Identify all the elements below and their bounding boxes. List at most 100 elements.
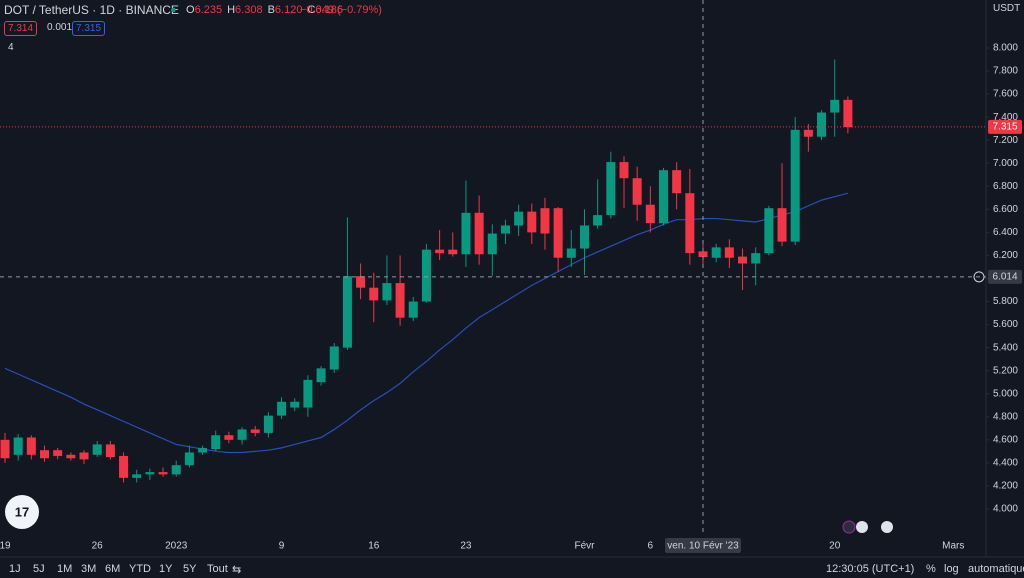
candle-body bbox=[250, 429, 260, 433]
candle-body bbox=[724, 247, 734, 258]
indicator-count[interactable]: 4 bbox=[8, 42, 14, 53]
candle-body bbox=[79, 452, 89, 460]
log-toggle[interactable]: log bbox=[944, 563, 959, 575]
y-tick-label: 6.400 bbox=[993, 227, 1018, 238]
auto-toggle[interactable]: automatique bbox=[968, 563, 1024, 575]
currency[interactable]: USDT bbox=[993, 3, 1021, 14]
y-tick-label: 7.400 bbox=[993, 112, 1018, 123]
candle-body bbox=[672, 170, 682, 194]
x-tick-label: 16 bbox=[368, 541, 380, 552]
candle-body bbox=[356, 276, 366, 288]
candle-body bbox=[461, 212, 471, 255]
y-tick-label: 5.600 bbox=[993, 319, 1018, 330]
candle-body bbox=[421, 249, 431, 302]
symbol[interactable]: DOT / TetherUS · 1D · BINANCE bbox=[4, 3, 179, 17]
candle-body bbox=[514, 211, 524, 226]
candle-body bbox=[685, 193, 695, 254]
status-dot: ● bbox=[170, 4, 177, 16]
candle-body bbox=[158, 472, 168, 475]
candle-body bbox=[0, 439, 10, 459]
candle-body bbox=[619, 162, 629, 179]
x-tick-label: 2023 bbox=[165, 541, 188, 552]
y-tick-label: 6.200 bbox=[993, 250, 1018, 261]
candle-body bbox=[843, 99, 853, 128]
ohlc-value: 6.120 bbox=[274, 4, 303, 16]
candle-body bbox=[553, 208, 563, 258]
candle-body bbox=[145, 472, 155, 475]
x-tick-label: 26 bbox=[92, 541, 104, 552]
candle-body bbox=[369, 287, 379, 301]
candle-body bbox=[13, 437, 23, 455]
candle-body bbox=[790, 129, 800, 242]
y-tick-label: 4.000 bbox=[993, 504, 1018, 515]
range-button[interactable]: 1M bbox=[57, 563, 73, 575]
candle-body bbox=[263, 415, 273, 433]
date-range-icon[interactable]: ⇆ bbox=[232, 564, 242, 576]
ohlc-legend: O6.235 H6.308 B6.120 C6.186 bbox=[186, 4, 348, 16]
y-tick-label: 4.200 bbox=[993, 481, 1018, 492]
x-tick-label: Févr bbox=[574, 541, 595, 552]
ohlc-value: 6.308 bbox=[235, 4, 263, 16]
candle-body bbox=[224, 435, 234, 440]
range-button[interactable]: 6M bbox=[105, 563, 121, 575]
candle-body bbox=[487, 233, 497, 255]
spread: 0.001 bbox=[47, 22, 73, 33]
candle-body bbox=[132, 474, 142, 478]
y-tick-label: 6.800 bbox=[993, 181, 1018, 192]
x-tick-label: Mars bbox=[942, 541, 964, 552]
range-button[interactable]: YTD bbox=[129, 563, 151, 575]
candle-body bbox=[540, 208, 550, 234]
candle-body bbox=[92, 444, 102, 455]
x-tick-label: 6 bbox=[648, 541, 654, 552]
candle-body bbox=[435, 249, 445, 254]
percent-toggle[interactable]: % bbox=[926, 563, 936, 575]
crosshair-price-label: 6.014 bbox=[992, 272, 1017, 283]
range-button[interactable]: 5Y bbox=[183, 563, 197, 575]
candle-body bbox=[830, 99, 840, 113]
candle-body bbox=[751, 253, 761, 264]
ohlc-key: H bbox=[227, 4, 236, 16]
bid[interactable]: 7.314 bbox=[4, 21, 38, 36]
ask[interactable]: 7.315 bbox=[72, 21, 106, 36]
candle-body bbox=[290, 401, 300, 408]
candle-body bbox=[738, 256, 748, 264]
event-icons bbox=[842, 520, 893, 534]
ohlc-key: O bbox=[186, 4, 195, 16]
range-button[interactable]: 1Y bbox=[159, 563, 173, 575]
candle-body bbox=[171, 465, 181, 475]
clock: 12:30:05 (UTC+1) bbox=[826, 563, 915, 575]
ohlc-key: B bbox=[267, 4, 275, 16]
ohlc-key: C bbox=[307, 4, 316, 16]
y-tick-label: 6.600 bbox=[993, 204, 1018, 215]
ohlc-value: 6.186 bbox=[315, 4, 343, 16]
range-button[interactable]: 5J bbox=[33, 563, 45, 575]
candle-body bbox=[105, 444, 115, 458]
y-tick-label: 4.800 bbox=[993, 411, 1018, 422]
y-tick-label: 4.400 bbox=[993, 458, 1018, 469]
candle-body bbox=[474, 212, 484, 255]
candle-body bbox=[237, 429, 247, 440]
candle-body bbox=[40, 450, 50, 459]
y-tick-label: 5.400 bbox=[993, 342, 1018, 353]
candle-body bbox=[184, 452, 194, 466]
range-button[interactable]: 1J bbox=[9, 563, 21, 575]
x-tick-label: 19 bbox=[0, 541, 11, 552]
y-tick-label: 5.000 bbox=[993, 388, 1018, 399]
candle-body bbox=[66, 454, 76, 459]
candle-body bbox=[53, 450, 63, 456]
candle-body bbox=[527, 211, 537, 233]
candle-body bbox=[698, 251, 708, 258]
candle-body bbox=[593, 215, 603, 226]
svg-text:17: 17 bbox=[15, 504, 29, 519]
range-button[interactable]: Tout bbox=[207, 563, 228, 575]
range-button[interactable]: 3M bbox=[81, 563, 97, 575]
candle-body bbox=[277, 401, 287, 416]
crosshair-price-badge bbox=[988, 269, 1022, 284]
y-tick-label: 4.600 bbox=[993, 434, 1018, 445]
candle-body bbox=[316, 368, 326, 383]
candle-body bbox=[408, 301, 418, 318]
ohlc-value: 6.235 bbox=[194, 4, 223, 16]
y-tick-label: 7.200 bbox=[993, 135, 1018, 146]
candle-body bbox=[777, 208, 787, 242]
